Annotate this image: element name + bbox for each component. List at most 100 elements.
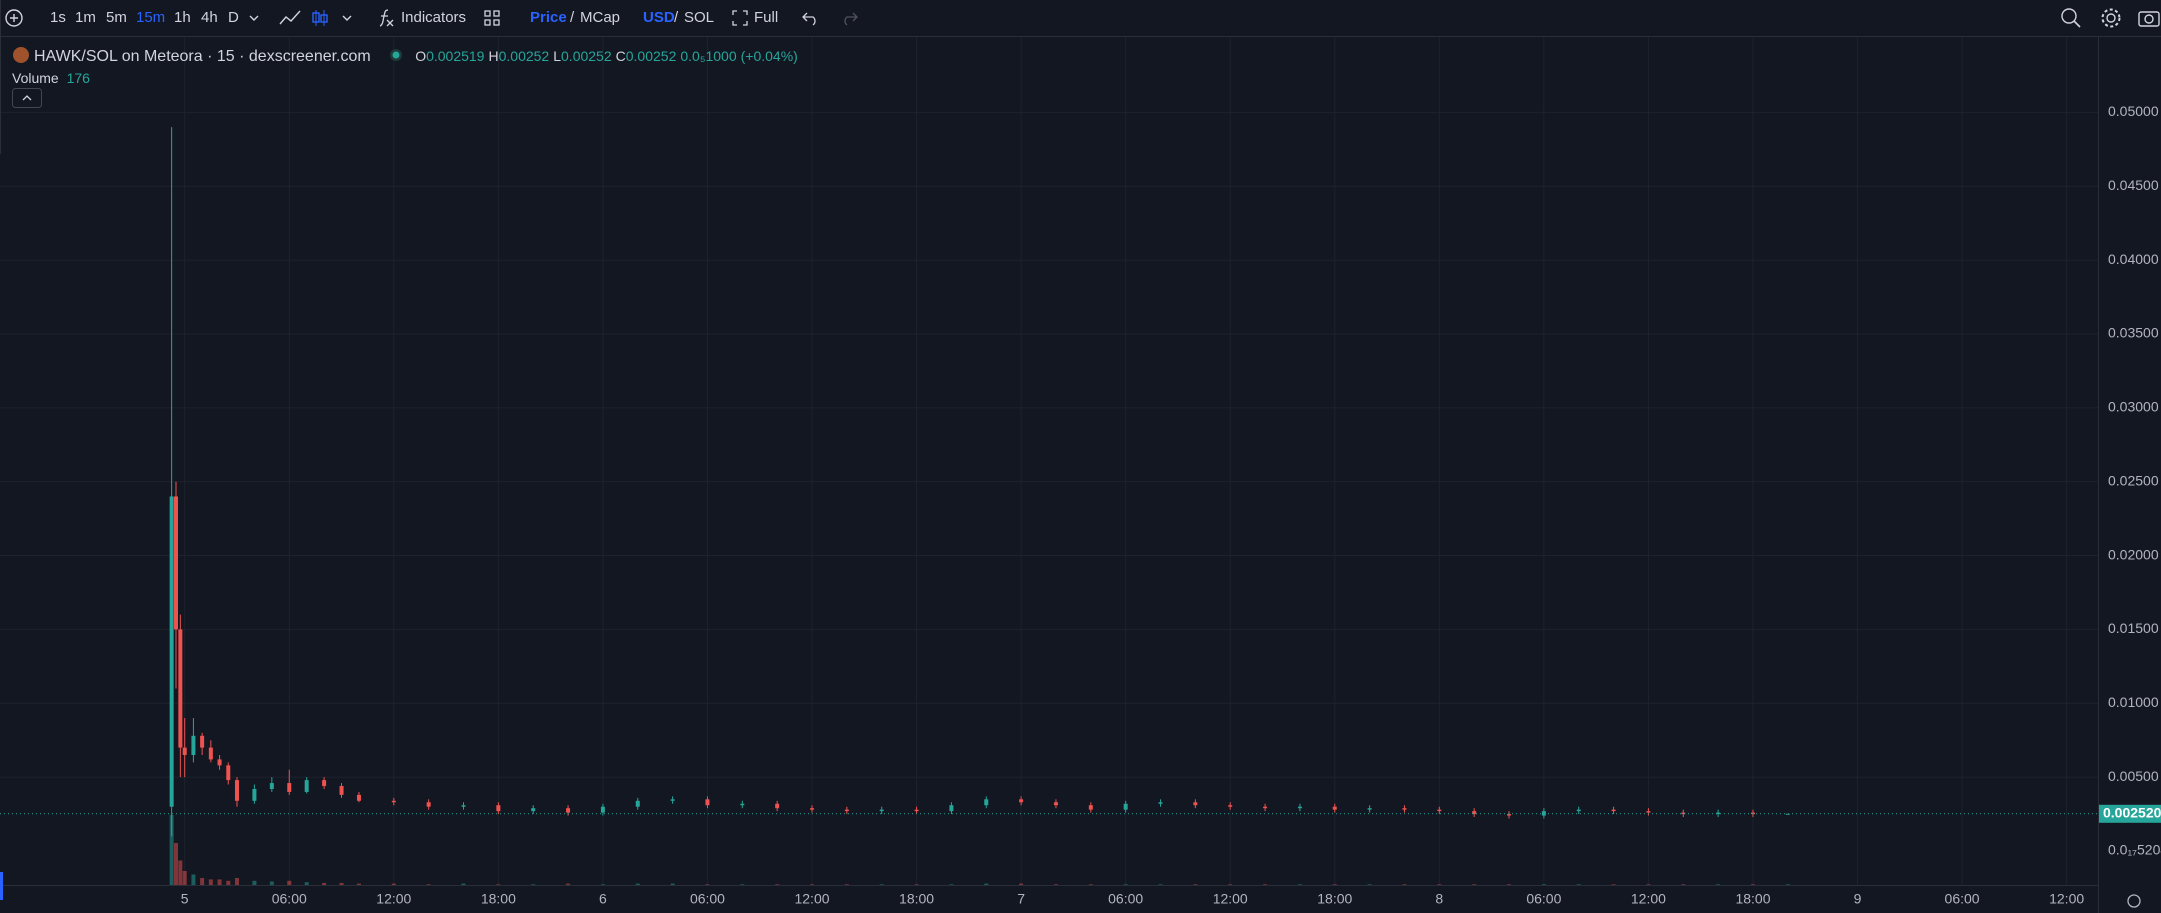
redo-icon[interactable] bbox=[840, 10, 858, 26]
candle-body bbox=[1646, 811, 1651, 813]
camera-icon[interactable] bbox=[2138, 8, 2160, 28]
volume-bar bbox=[670, 883, 675, 885]
volume-value: 176 bbox=[66, 70, 90, 86]
volume-bar bbox=[844, 884, 849, 885]
interval[interactable]: 1h bbox=[174, 9, 191, 26]
interval[interactable]: 5m bbox=[106, 9, 127, 26]
interval[interactable]: 15m bbox=[136, 9, 166, 26]
fullscreen-button[interactable]: Full bbox=[754, 9, 779, 26]
fx-icon[interactable] bbox=[376, 7, 396, 29]
volume-bar bbox=[217, 879, 222, 885]
x-tick-label: 9 bbox=[1854, 891, 1862, 907]
candle-icon[interactable] bbox=[310, 8, 330, 28]
candle-body bbox=[1019, 799, 1024, 803]
candle-body bbox=[1123, 803, 1128, 810]
volume-bar bbox=[1053, 884, 1058, 885]
candle-body bbox=[670, 799, 675, 801]
sol-toggle[interactable]: SOL bbox=[684, 9, 715, 26]
x-tick-label: 12:00 bbox=[794, 891, 829, 907]
candle-body bbox=[810, 808, 815, 810]
change-percent: (+0.04%) bbox=[740, 48, 798, 64]
candle-body bbox=[217, 759, 222, 766]
settings-circle[interactable] bbox=[2127, 894, 2141, 908]
volume-bar bbox=[635, 883, 640, 885]
candle-body bbox=[169, 496, 174, 807]
volume-bar bbox=[1228, 884, 1233, 885]
candle-body bbox=[914, 809, 919, 812]
candle-body bbox=[234, 780, 239, 801]
volume-bar bbox=[1019, 883, 1024, 885]
x-tick-label: 12:00 bbox=[1631, 891, 1666, 907]
layout-icon[interactable] bbox=[483, 9, 501, 27]
volume-bar bbox=[1332, 884, 1337, 885]
separator bbox=[0, 22, 1, 44]
volume-bar bbox=[705, 884, 710, 885]
candle-body bbox=[1541, 811, 1546, 816]
candle-body bbox=[391, 800, 396, 803]
y-tick-label: 0.05000 bbox=[2108, 103, 2159, 119]
symbol-title: HAWK/SOL on Meteora · 15 · dexscreener.c… bbox=[34, 48, 371, 65]
candle-body bbox=[1367, 808, 1372, 810]
last-price-label: 0.002520 bbox=[2103, 804, 2161, 820]
candle-body bbox=[269, 783, 274, 789]
collapse-button[interactable] bbox=[12, 88, 42, 108]
volume-bar bbox=[914, 884, 919, 885]
candle-body bbox=[1297, 806, 1302, 809]
scroll-indicator bbox=[0, 872, 3, 900]
volume-bar bbox=[1088, 884, 1093, 885]
x-tick-label: 6 bbox=[599, 891, 607, 907]
candle-body bbox=[226, 765, 231, 781]
mcap-toggle[interactable]: MCap bbox=[580, 9, 621, 26]
last-price-tag bbox=[2099, 804, 2161, 823]
price-toggle[interactable]: Price bbox=[530, 9, 567, 26]
volume-bar bbox=[182, 871, 187, 885]
fullscreen-icon[interactable] bbox=[732, 10, 748, 26]
candle-body bbox=[1472, 811, 1477, 815]
interval[interactable]: 1m bbox=[75, 9, 96, 26]
candle-body bbox=[1681, 812, 1686, 815]
x-tick-label: 18:00 bbox=[481, 891, 516, 907]
candle-body bbox=[566, 808, 571, 813]
candle-body bbox=[531, 808, 536, 812]
volume-bar bbox=[226, 880, 231, 885]
interval[interactable]: D bbox=[228, 9, 239, 26]
candle-body bbox=[1228, 805, 1233, 807]
ohlc-value: 0.00252 bbox=[498, 48, 550, 64]
separator bbox=[0, 132, 1, 154]
y-tick-label: 0.03000 bbox=[2108, 399, 2159, 415]
ohlc-label: O bbox=[415, 48, 427, 64]
y-tick-label: 0.04500 bbox=[2108, 177, 2159, 193]
interval[interactable]: 4h bbox=[201, 9, 218, 26]
candle-body bbox=[635, 800, 640, 807]
y-tick-label: 0.04000 bbox=[2108, 251, 2159, 267]
indicators-button[interactable]: Indicators bbox=[401, 9, 467, 26]
volume-bar bbox=[1123, 884, 1128, 885]
undo-icon[interactable] bbox=[802, 10, 820, 26]
candle-body bbox=[287, 783, 292, 792]
usd-toggle[interactable]: USD bbox=[643, 9, 675, 26]
candle-body bbox=[1088, 805, 1093, 810]
x-tick-label: 06:00 bbox=[1526, 891, 1561, 907]
line-icon[interactable] bbox=[278, 8, 302, 28]
candle-body bbox=[775, 803, 780, 809]
x-tick-label: 06:00 bbox=[1108, 891, 1143, 907]
ohlc-label: H bbox=[488, 48, 499, 64]
candle-body bbox=[1053, 802, 1058, 806]
candle-body bbox=[1611, 809, 1616, 812]
search-icon[interactable] bbox=[2060, 7, 2082, 29]
settings-icon[interactable] bbox=[2100, 7, 2122, 29]
ohlc-value: 0.00252 bbox=[561, 48, 612, 64]
add-icon[interactable] bbox=[4, 8, 24, 28]
volume-bar bbox=[600, 884, 605, 885]
volume-bar bbox=[984, 883, 989, 885]
candle-body bbox=[705, 799, 710, 806]
interval[interactable]: 1s bbox=[50, 9, 66, 26]
chevron[interactable] bbox=[248, 12, 260, 24]
y-tick-label: 0.02500 bbox=[2108, 472, 2159, 488]
candle-body bbox=[191, 735, 196, 755]
legend: HAWK/SOL on Meteora · 15 · dexscreener.c… bbox=[12, 46, 802, 113]
candle-body bbox=[949, 805, 954, 812]
chevron[interactable] bbox=[341, 12, 353, 24]
separator-text: / bbox=[674, 9, 679, 26]
candle-body bbox=[1785, 813, 1790, 815]
